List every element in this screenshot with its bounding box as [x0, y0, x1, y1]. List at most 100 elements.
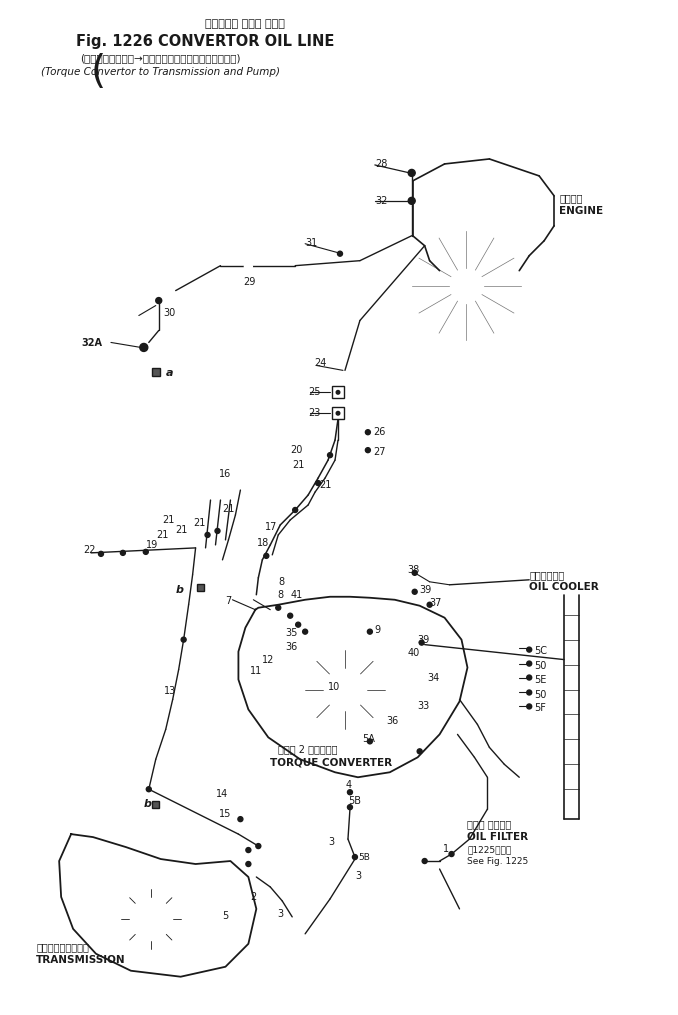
Text: 12: 12 [262, 655, 275, 665]
Text: 参1225図参照: 参1225図参照 [467, 845, 512, 854]
Text: 41: 41 [290, 590, 302, 600]
Text: ENGINE: ENGINE [559, 206, 603, 216]
Bar [332, 407, 344, 419]
Text: 5F: 5F [534, 703, 546, 714]
Circle shape [121, 550, 125, 555]
Text: 9: 9 [375, 624, 381, 634]
Text: 3: 3 [355, 871, 361, 881]
Text: 5: 5 [222, 910, 228, 921]
Text: オイル フィルタ: オイル フィルタ [467, 819, 512, 829]
Text: 26: 26 [373, 427, 385, 437]
Text: 5B: 5B [348, 796, 361, 806]
Circle shape [181, 637, 186, 642]
Circle shape [296, 622, 300, 627]
Circle shape [527, 690, 532, 695]
Text: a: a [165, 368, 173, 379]
Circle shape [353, 855, 357, 860]
Text: OIL COOLER: OIL COOLER [530, 582, 599, 592]
Text: 21: 21 [176, 525, 188, 535]
Text: 18: 18 [258, 538, 270, 548]
Text: 15: 15 [218, 809, 231, 819]
Bar [332, 387, 344, 398]
Text: 4: 4 [346, 781, 352, 791]
Text: 3: 3 [328, 837, 334, 848]
Circle shape [408, 170, 415, 177]
Circle shape [367, 629, 372, 634]
Text: 21: 21 [222, 504, 235, 514]
Text: (トルクコンバータ→トランスミッションおよびポンプ): (トルクコンバータ→トランスミッションおよびポンプ) [81, 53, 241, 63]
Circle shape [527, 648, 532, 652]
Text: 50: 50 [534, 689, 546, 699]
Text: 10: 10 [328, 681, 340, 691]
Text: 32A: 32A [81, 338, 102, 348]
Bar [197, 585, 204, 592]
Text: 22: 22 [83, 545, 96, 555]
Text: 13: 13 [163, 685, 176, 695]
Text: 40: 40 [407, 648, 420, 658]
Circle shape [419, 640, 424, 646]
Bar [153, 801, 159, 808]
Text: 25: 25 [308, 388, 321, 397]
Circle shape [427, 602, 432, 607]
Text: 17: 17 [265, 522, 278, 532]
Circle shape [327, 453, 332, 458]
Text: 21: 21 [319, 480, 332, 490]
Text: See Fig. 1225: See Fig. 1225 [467, 857, 529, 866]
Circle shape [347, 790, 353, 795]
Circle shape [244, 263, 252, 271]
Circle shape [146, 787, 151, 792]
Text: トランスミッション: トランスミッション [36, 942, 89, 952]
Text: コンバータ オイル ライン: コンバータ オイル ライン [205, 19, 285, 29]
Text: 11: 11 [250, 666, 262, 676]
Text: 38: 38 [407, 564, 420, 574]
Circle shape [238, 817, 243, 821]
Text: (Torque Convertor to Transmission and Pump): (Torque Convertor to Transmission and Pu… [41, 67, 280, 77]
Text: 21: 21 [292, 460, 304, 470]
Circle shape [527, 704, 532, 708]
Text: 8: 8 [278, 577, 284, 587]
Text: 5B: 5B [358, 853, 370, 862]
Circle shape [287, 613, 293, 618]
Text: 29: 29 [243, 277, 256, 286]
Text: Fig. 1226 CONVERTOR OIL LINE: Fig. 1226 CONVERTOR OIL LINE [76, 35, 334, 50]
Circle shape [336, 411, 340, 415]
Text: 35: 35 [285, 627, 298, 637]
Circle shape [422, 859, 427, 864]
Text: 28: 28 [375, 159, 387, 168]
Text: 34: 34 [428, 673, 440, 682]
Circle shape [347, 805, 353, 810]
Circle shape [527, 661, 532, 666]
Circle shape [336, 391, 340, 394]
Circle shape [412, 590, 417, 594]
Circle shape [417, 749, 422, 754]
Text: 3: 3 [277, 908, 283, 919]
Text: (: ( [91, 53, 106, 91]
Bar [152, 368, 160, 377]
Text: 23: 23 [308, 408, 321, 418]
Text: 50: 50 [534, 661, 546, 671]
Text: 19: 19 [146, 540, 158, 550]
Circle shape [408, 197, 415, 204]
Circle shape [140, 343, 148, 351]
Text: 5C: 5C [534, 646, 547, 656]
Circle shape [264, 553, 268, 558]
Circle shape [256, 843, 261, 849]
Text: 39: 39 [420, 585, 432, 595]
Circle shape [367, 739, 372, 744]
Text: 5E: 5E [534, 675, 546, 684]
Circle shape [215, 529, 220, 534]
Circle shape [338, 251, 342, 256]
Text: TORQUE CONVERTER: TORQUE CONVERTER [271, 757, 393, 767]
Circle shape [205, 533, 210, 537]
Circle shape [246, 848, 251, 853]
Circle shape [527, 675, 532, 680]
Text: 16: 16 [218, 469, 231, 479]
Text: 36: 36 [387, 717, 399, 727]
Circle shape [365, 448, 370, 453]
Text: 39: 39 [418, 634, 430, 645]
Text: 1: 1 [443, 844, 449, 854]
Text: 8: 8 [277, 590, 283, 600]
Text: b: b [144, 799, 152, 809]
Text: 7: 7 [226, 596, 232, 606]
Text: OIL FILTER: OIL FILTER [467, 832, 529, 842]
